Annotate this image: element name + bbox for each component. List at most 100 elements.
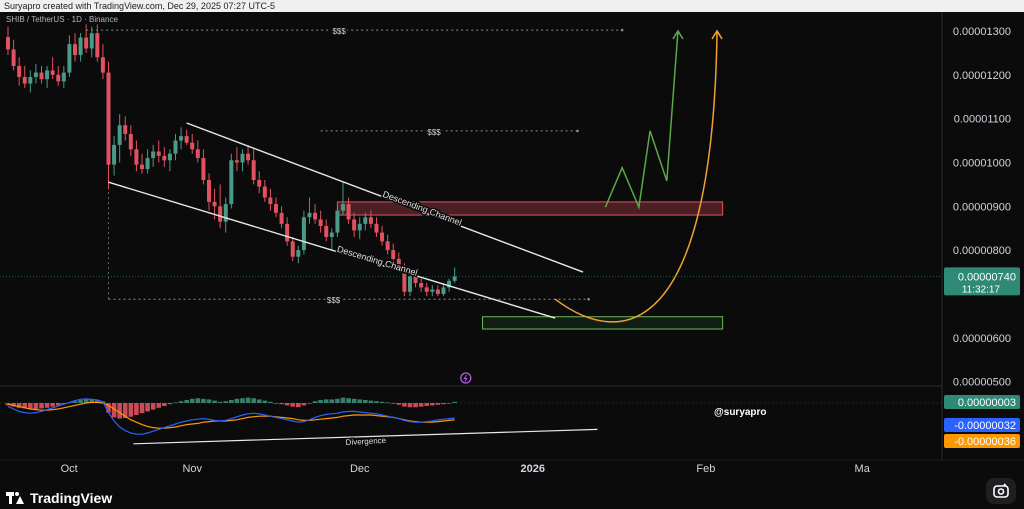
channel-lower-label: Descending Channel bbox=[336, 244, 419, 278]
macd-histogram-bar bbox=[78, 400, 83, 403]
macd-histogram-bar bbox=[318, 400, 323, 403]
macd-histogram-bar bbox=[206, 399, 212, 403]
macd-histogram-bar bbox=[189, 398, 195, 403]
credit-text: Suryapro created with TradingView.com, D… bbox=[4, 1, 275, 11]
symbol-legend: SHIB / TetherUS · 1D · Binance bbox=[6, 15, 118, 24]
tradingview-logo[interactable]: TradingView bbox=[6, 490, 112, 506]
macd-histogram-bar bbox=[296, 403, 301, 408]
candle-bear bbox=[402, 267, 407, 292]
macd-histogram-bar bbox=[268, 401, 273, 403]
price-tick-label: 0.00000900 bbox=[953, 201, 1011, 213]
macd-histogram-bar bbox=[44, 403, 50, 408]
candle-bear bbox=[106, 72, 111, 165]
macd-histogram-bar bbox=[162, 403, 167, 406]
macd-histogram-bar bbox=[396, 403, 402, 405]
candle-bear bbox=[195, 149, 200, 159]
candle-bear bbox=[419, 282, 424, 288]
resistance-zone bbox=[336, 201, 724, 216]
macd-histogram-bar bbox=[139, 403, 145, 414]
candle-bear bbox=[162, 155, 167, 161]
price-tick-label: 0.00000500 bbox=[953, 377, 1011, 389]
macd-histogram-bar bbox=[340, 397, 346, 403]
macd-histogram-bar bbox=[184, 400, 189, 403]
macd-histogram-bar bbox=[201, 398, 206, 403]
candle-bear bbox=[374, 223, 379, 233]
macd-histogram-bar bbox=[312, 401, 318, 403]
macd-histogram-bar bbox=[407, 403, 413, 408]
macd-line bbox=[7, 398, 455, 435]
macd-histogram-bar bbox=[195, 398, 201, 403]
macd-histogram-bar bbox=[89, 399, 95, 403]
candle-bear bbox=[385, 241, 390, 251]
candle-bear bbox=[95, 33, 100, 58]
candle-bear bbox=[352, 219, 357, 231]
candle-bear bbox=[413, 276, 418, 283]
macd-histogram-bar bbox=[234, 398, 240, 403]
macd-histogram-bar bbox=[273, 403, 279, 404]
candle-bear bbox=[39, 72, 44, 80]
candle-bear bbox=[84, 37, 89, 49]
macd-histogram-bar bbox=[22, 403, 28, 409]
candle-bull bbox=[67, 44, 72, 73]
candle-bear bbox=[234, 160, 239, 163]
macd-histogram-bar bbox=[385, 402, 390, 404]
candle-bull bbox=[335, 210, 340, 233]
macd-histogram-bar bbox=[5, 403, 11, 406]
macd-histogram-bar bbox=[55, 403, 61, 406]
candle-bull bbox=[407, 276, 412, 292]
candle-bull bbox=[117, 125, 122, 145]
macd-histogram-bar bbox=[223, 401, 229, 403]
macd-histogram-bar bbox=[452, 401, 457, 403]
candle-bear bbox=[139, 164, 144, 170]
macd-histogram-bar bbox=[290, 403, 296, 407]
indicator-value-label: 0.00000003 bbox=[958, 397, 1016, 409]
macd-histogram-bar bbox=[374, 401, 379, 403]
divergence-line bbox=[133, 428, 598, 445]
indicator-value-badge bbox=[944, 418, 1020, 432]
macd-histogram-bar bbox=[301, 403, 307, 406]
price-tick-label: 0.00001000 bbox=[953, 157, 1011, 169]
alert-lightning-glyph bbox=[463, 374, 468, 382]
candle-bull bbox=[151, 151, 156, 159]
candle-bear bbox=[206, 179, 211, 202]
candle-bull bbox=[33, 72, 38, 77]
candle-bull bbox=[229, 160, 234, 205]
macd-histogram-bar bbox=[441, 403, 446, 405]
liquidity-level-endpoint bbox=[620, 28, 624, 32]
candle-bear bbox=[396, 258, 401, 268]
candle-bear bbox=[128, 133, 133, 150]
macd-histogram-bar bbox=[240, 398, 245, 403]
price-chart[interactable]: 0.00001300 0.00001200 0.00001100 0.00001000… bbox=[0, 0, 1024, 486]
candle-bull bbox=[452, 276, 457, 281]
indicator-value-badge bbox=[944, 395, 1020, 409]
macd-histogram-bar bbox=[16, 403, 22, 408]
liquidity-level-endpoint bbox=[576, 129, 579, 133]
price-tick-label: 0.00001100 bbox=[954, 114, 1011, 126]
candles-group bbox=[6, 24, 457, 297]
price-tick-label: 0.00000600 bbox=[953, 333, 1011, 345]
macd-histogram-bar bbox=[28, 403, 33, 409]
macd-histogram-bar bbox=[346, 398, 351, 403]
macd-signal-line bbox=[7, 401, 455, 429]
candle-bull bbox=[301, 217, 306, 251]
candle-bull bbox=[340, 204, 345, 211]
last-price-label: 0.00000740 bbox=[958, 271, 1016, 283]
macd-histogram-bar bbox=[418, 403, 424, 407]
macd-histogram-bar bbox=[335, 398, 340, 403]
bar-countdown-label: 11:32:17 bbox=[962, 284, 1001, 295]
macd-histogram-bar bbox=[245, 397, 251, 403]
macd-histogram-bar bbox=[217, 401, 223, 403]
candle-bull bbox=[296, 250, 301, 257]
indicator-value-badge bbox=[944, 434, 1020, 448]
snapshot-button[interactable] bbox=[986, 478, 1016, 504]
tradingview-logo-icon bbox=[6, 491, 24, 504]
candle-bear bbox=[435, 289, 440, 294]
candle-bear bbox=[273, 204, 278, 213]
candle-bull bbox=[447, 280, 452, 288]
snapshot-icon bbox=[993, 483, 1009, 498]
liquidity-level-label: $$$ bbox=[332, 27, 346, 36]
candle-bull bbox=[329, 232, 334, 237]
macd-histogram-bar bbox=[83, 399, 89, 403]
macd-histogram-bar bbox=[424, 403, 430, 406]
macd-histogram-bar bbox=[212, 400, 217, 403]
